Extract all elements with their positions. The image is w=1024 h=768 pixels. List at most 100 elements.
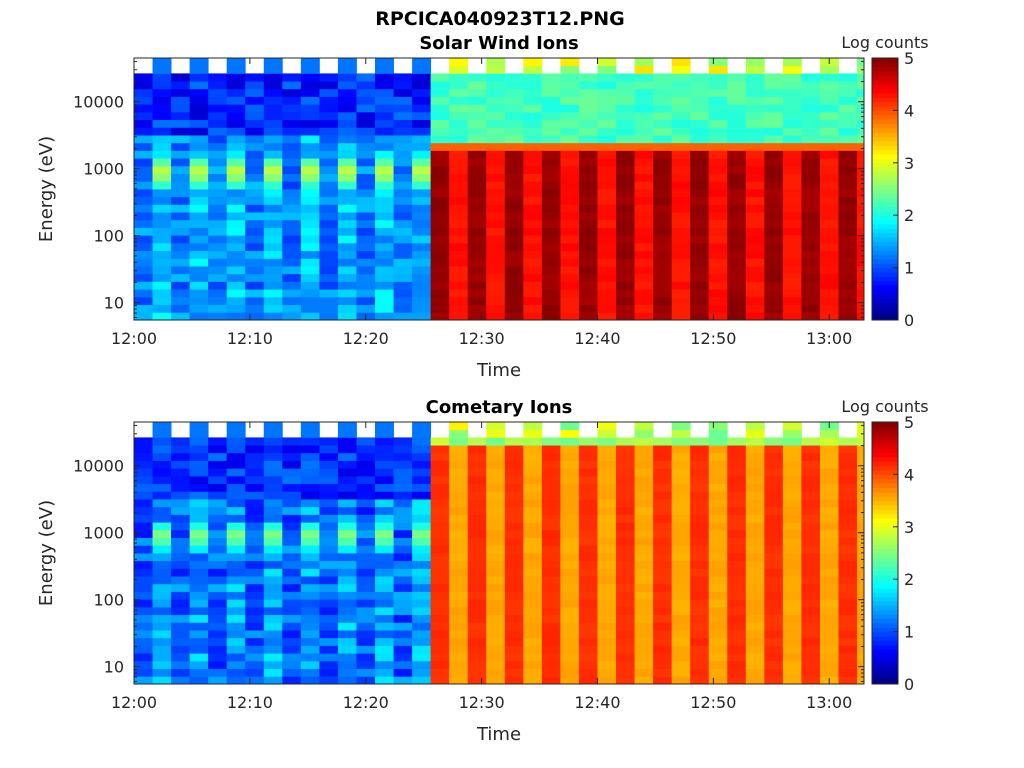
- heatmap-cell: [801, 273, 821, 282]
- heatmap-cell: [245, 258, 265, 267]
- heatmap-cell: [430, 437, 450, 446]
- heatmap-cell: [523, 258, 543, 267]
- heatmap-cell: [560, 196, 580, 205]
- heatmap-cell: [171, 304, 191, 313]
- heatmap-cell: [616, 289, 635, 298]
- heatmap-cell: [504, 296, 524, 305]
- colorbar-segment: [872, 574, 898, 580]
- heatmap-cell: [152, 568, 172, 577]
- heatmap-cell: [356, 483, 376, 492]
- colorbar-segment: [872, 289, 898, 295]
- heatmap-cell: [337, 645, 357, 654]
- heatmap-cell: [486, 599, 506, 608]
- heatmap-cell: [745, 676, 765, 685]
- heatmap-cell: [245, 537, 265, 546]
- heatmap-cell: [375, 622, 394, 631]
- heatmap-cell: [412, 304, 432, 313]
- colorbar-segment: [872, 298, 898, 304]
- heatmap-cell: [671, 553, 691, 562]
- heatmap-cell: [375, 258, 394, 267]
- heatmap-cell: [616, 483, 635, 492]
- heatmap-cell: [708, 212, 728, 221]
- heatmap-cell: [801, 475, 821, 485]
- heatmap-cell: [782, 196, 802, 205]
- heatmap-cell: [319, 599, 339, 608]
- heatmap-cell: [727, 676, 747, 685]
- heatmap-cell: [356, 227, 376, 236]
- heatmap-cell: [708, 429, 728, 438]
- heatmap-cell: [560, 266, 580, 275]
- heatmap-cell: [134, 637, 153, 646]
- heatmap-cell: [152, 475, 172, 485]
- heatmap-cell: [300, 289, 320, 298]
- heatmap-cell: [171, 135, 191, 144]
- heatmap-cell: [245, 437, 265, 446]
- heatmap-cell: [504, 104, 524, 113]
- heatmap-cell: [819, 204, 839, 213]
- heatmap-cell: [319, 568, 339, 577]
- heatmap-cell: [226, 576, 246, 585]
- heatmap-cell: [653, 135, 673, 144]
- heatmap-cell: [801, 104, 821, 113]
- heatmap-cell: [671, 235, 691, 244]
- heatmap-cell: [208, 591, 228, 600]
- heatmap-cell: [857, 630, 865, 639]
- heatmap-cell: [616, 281, 635, 290]
- heatmap-cell: [189, 119, 209, 128]
- heatmap-cell: [263, 96, 283, 105]
- heatmap-cell: [319, 242, 339, 252]
- heatmap-cell: [245, 468, 265, 477]
- heatmap-cell: [708, 189, 728, 198]
- heatmap-cell: [189, 483, 209, 492]
- heatmap-cell: [727, 630, 747, 639]
- heatmap-cell: [337, 111, 357, 121]
- heatmap-cell: [819, 250, 839, 259]
- heatmap-cell: [171, 258, 191, 267]
- heatmap-cell: [690, 599, 710, 608]
- heatmap-cell: [504, 242, 524, 252]
- heatmap-cell: [671, 429, 691, 438]
- heatmap-cell: [430, 104, 450, 113]
- heatmap-cell: [134, 104, 153, 113]
- heatmap-cell: [634, 506, 654, 515]
- heatmap-cell: [356, 491, 376, 500]
- heatmap-cell: [375, 560, 394, 569]
- heatmap-cell: [337, 258, 357, 267]
- heatmap-cell: [152, 506, 172, 515]
- heatmap-cell: [597, 468, 617, 477]
- heatmap-cell: [671, 281, 691, 290]
- heatmap-cell: [467, 181, 487, 190]
- heatmap-cell: [430, 81, 450, 90]
- heatmap-cell: [597, 553, 617, 562]
- heatmap-cell: [171, 545, 191, 554]
- heatmap-cell: [245, 545, 265, 554]
- heatmap-cell: [208, 235, 228, 244]
- x-tick-label: 12:30: [459, 329, 505, 348]
- heatmap-cell: [653, 158, 673, 167]
- heatmap-cell: [208, 173, 228, 182]
- heatmap-cell: [782, 491, 802, 500]
- colorbar-segment: [872, 635, 898, 641]
- heatmap-cell: [782, 429, 802, 438]
- heatmap-cell: [616, 81, 635, 90]
- heatmap-cell: [708, 242, 728, 252]
- heatmap-cell: [578, 630, 598, 639]
- heatmap-cell: [319, 576, 339, 585]
- heatmap-cell: [152, 304, 172, 313]
- heatmap-cell: [208, 81, 228, 90]
- heatmap-cell: [597, 73, 617, 82]
- heatmap-cell: [467, 135, 487, 144]
- heatmap-cell: [152, 553, 172, 562]
- heatmap-cell: [134, 266, 153, 275]
- heatmap-cell: [412, 273, 432, 282]
- heatmap-cell: [857, 553, 865, 562]
- colorbar-segment: [872, 175, 898, 181]
- heatmap-cell: [727, 437, 747, 446]
- heatmap-cell: [356, 250, 376, 259]
- heatmap-cell: [412, 606, 432, 616]
- heatmap-cell: [282, 445, 302, 454]
- heatmap-cell: [263, 173, 283, 182]
- heatmap-cell: [189, 96, 209, 105]
- heatmap-cell: [541, 499, 561, 508]
- heatmap-cell: [412, 235, 432, 244]
